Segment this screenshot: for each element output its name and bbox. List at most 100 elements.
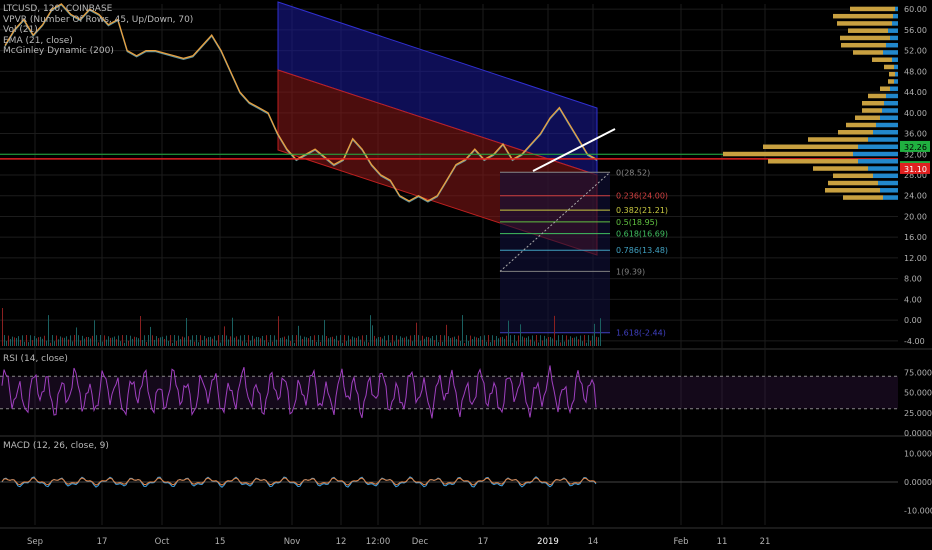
volume-bar <box>420 340 421 346</box>
volume-bar <box>234 337 235 346</box>
volume-bar <box>326 336 327 346</box>
vpvr-bar-down <box>838 130 873 135</box>
volume-bar <box>170 335 171 346</box>
volume-bar <box>122 335 123 346</box>
volume-bar <box>390 342 391 346</box>
volume-bar <box>338 340 339 346</box>
volume-bar <box>586 342 587 346</box>
volume-bar <box>558 335 559 346</box>
volume-bar <box>322 335 323 346</box>
macd-pane-label[interactable]: MACD (12, 26, close, 9) <box>3 441 109 451</box>
volume-bar <box>472 339 473 346</box>
volume-bar <box>592 335 593 346</box>
volume-bar <box>204 335 205 346</box>
volume-bar <box>314 335 315 346</box>
volume-bar <box>504 338 505 346</box>
volume-bar <box>238 339 239 346</box>
volume-bar <box>386 340 387 346</box>
volume-bar <box>60 336 61 346</box>
legend-study-ema[interactable]: EMA (21, close) <box>3 35 73 46</box>
volume-bar <box>490 342 491 346</box>
volume-bar <box>458 335 459 346</box>
y-tick-label: 20.00 <box>904 212 927 221</box>
volume-bar <box>58 339 59 346</box>
volume-bar <box>286 339 287 346</box>
volume-bar <box>456 339 457 346</box>
rsi-pane-label[interactable]: RSI (14, close) <box>3 354 68 364</box>
macd-tick-label: 0.0000 <box>904 478 932 487</box>
legend-study-mcginley[interactable]: McGinley Dynamic (200) <box>3 46 114 56</box>
volume-bar <box>332 336 333 346</box>
volume-bar <box>408 339 409 346</box>
volume-bar <box>46 340 47 346</box>
vpvr-bar-up <box>880 115 898 120</box>
volume-bar <box>400 336 401 346</box>
y-tick-label: 4.00 <box>904 295 922 304</box>
volume-bar <box>418 335 419 346</box>
volume-bar <box>174 335 175 346</box>
volume-bar <box>478 338 479 346</box>
volume-bar <box>94 320 95 346</box>
volume-bar <box>88 337 89 346</box>
volume-bar <box>460 340 461 346</box>
volume-bar <box>82 335 83 346</box>
volume-bar <box>438 342 439 346</box>
volume-bar <box>42 338 43 346</box>
volume-bar <box>96 335 97 346</box>
volume-bar <box>70 335 71 346</box>
legend-symbol[interactable]: LTCUSD, 120, COINBASE <box>3 4 113 14</box>
legend-study-vol[interactable]: Vol (21) <box>3 25 38 35</box>
volume-bar <box>268 342 269 346</box>
vpvr-bar-up <box>853 151 898 157</box>
volume-bar <box>128 340 129 346</box>
vpvr-bar-down <box>841 42 886 48</box>
volume-bar <box>574 337 575 346</box>
price-axis-label: 32.26 <box>904 143 927 152</box>
vpvr-bar-up <box>873 173 898 179</box>
legend-study-vpvr[interactable]: VPVR (Number Of Rows, 45, Up/Down, 70) <box>3 14 194 25</box>
volume-bar <box>126 335 127 346</box>
volume-bar <box>142 340 143 346</box>
vpvr-bar-down <box>853 50 883 55</box>
volume-bar <box>388 335 389 346</box>
volume-bar <box>300 335 301 346</box>
volume-bar <box>310 336 311 346</box>
volume-bar <box>540 335 541 346</box>
volume-bar <box>308 338 309 346</box>
vpvr-bar-up <box>858 144 898 150</box>
volume-bar <box>524 337 525 346</box>
volume-bar <box>594 323 595 346</box>
y-tick-label: 24.00 <box>904 192 927 201</box>
volume-bar <box>16 338 17 346</box>
volume-bar <box>292 335 293 346</box>
volume-bar <box>270 335 271 346</box>
volume-bar <box>360 339 361 346</box>
vpvr-bar-up <box>894 79 898 84</box>
volume-bar <box>342 342 343 346</box>
volume-bar <box>564 341 565 346</box>
y-tick-label: 16.00 <box>904 233 927 242</box>
volume-bar <box>466 335 467 346</box>
volume-bar <box>572 337 573 346</box>
volume-bar <box>346 341 347 346</box>
volume-bar <box>232 317 233 346</box>
volume-bar <box>190 339 191 346</box>
price-axis-label: 31.10 <box>904 165 927 174</box>
chart-legend: LTCUSD, 120, COINBASE VPVR (Number Of Ro… <box>3 4 193 57</box>
volume-bar <box>100 335 101 346</box>
volume-bar <box>352 336 353 346</box>
volume-bar <box>12 336 13 346</box>
volume-bar <box>44 335 45 346</box>
volume-bar <box>562 335 563 346</box>
volume-bar <box>222 335 223 346</box>
volume-bar <box>518 335 519 346</box>
x-tick-label: 14 <box>588 537 599 547</box>
volume-bar <box>62 337 63 346</box>
volume-bar <box>34 335 35 346</box>
volume-bar <box>404 337 405 346</box>
volume-bar <box>402 337 403 346</box>
volume-bar <box>366 335 367 346</box>
vpvr-bar-down <box>868 93 886 99</box>
volume-bar <box>600 318 601 346</box>
